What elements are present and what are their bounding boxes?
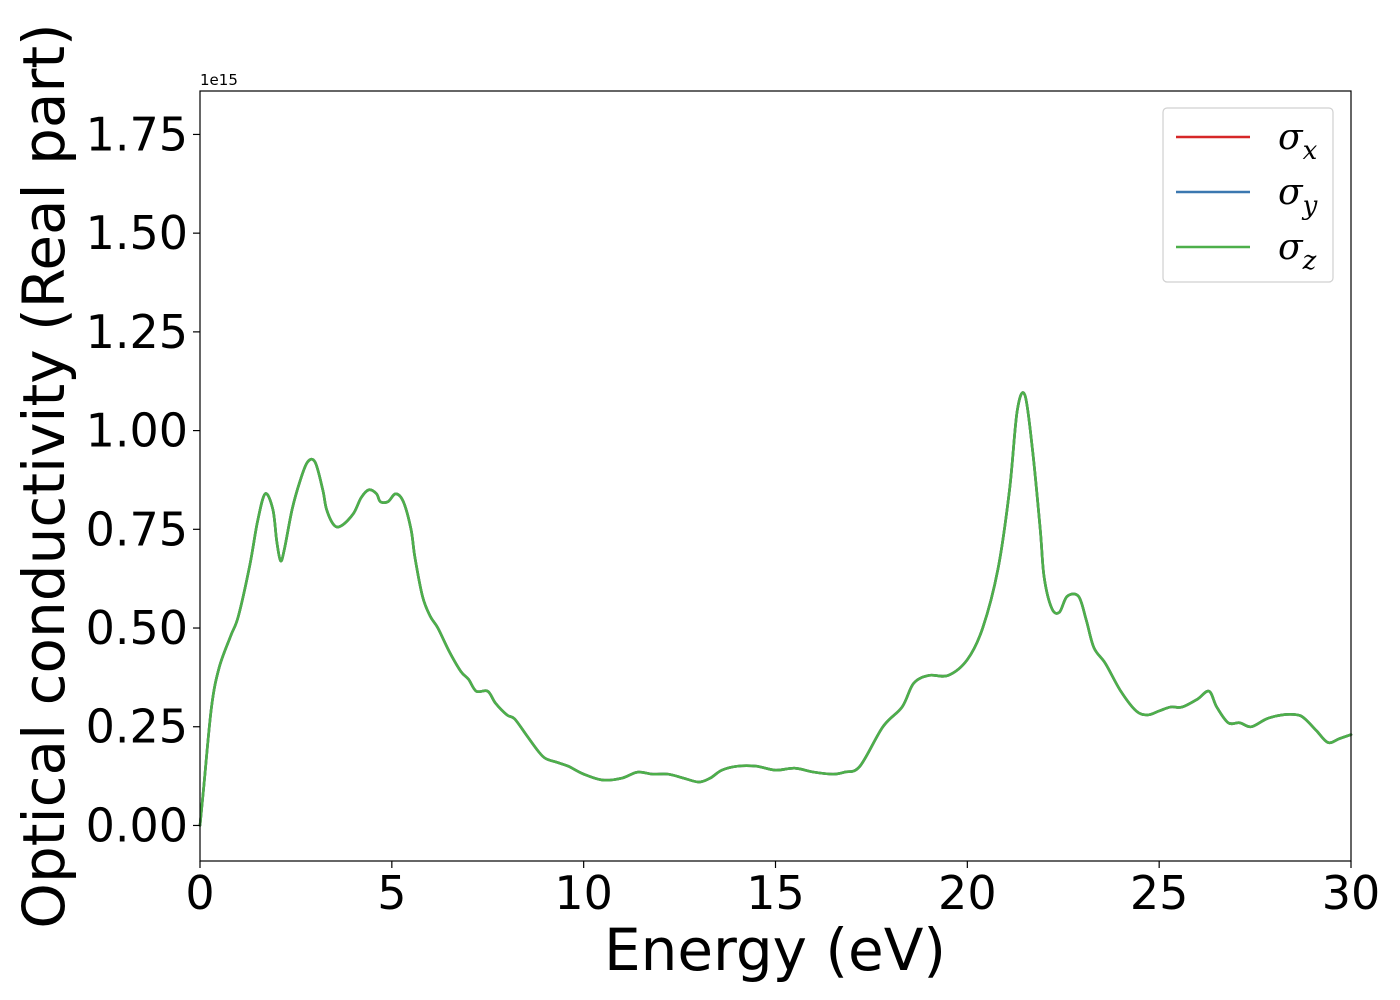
x-axis-title: Energy (eV) <box>604 916 946 984</box>
series-layer <box>198 391 1353 827</box>
plot-background <box>200 91 1351 861</box>
x-tick-label: 30 <box>1322 866 1381 920</box>
x-tick-label: 20 <box>938 866 997 920</box>
x-tick-label: 15 <box>746 866 805 920</box>
y-axis-ticks: 0.00 0.25 0.50 0.75 1.00 1.25 1.50 1.75 <box>86 107 200 852</box>
x-tick-label: 25 <box>1130 866 1189 920</box>
legend-box <box>1162 107 1334 283</box>
x-axis-ticks: 0 5 10 15 20 25 30 <box>185 861 1380 920</box>
series-line-z <box>198 391 1353 827</box>
y-tick-label: 1.75 <box>86 107 188 161</box>
y-tick-label: 1.50 <box>86 206 188 260</box>
y-tick-label: 1.25 <box>86 305 188 359</box>
x-tick-label: 10 <box>554 866 613 920</box>
y-offset-label: 1e15 <box>200 71 238 89</box>
legend-label-x: σx <box>1278 117 1318 166</box>
y-tick-label: 0.75 <box>86 502 188 556</box>
x-tick-label: 5 <box>377 866 406 920</box>
legend-entries: σx σy σz <box>1176 117 1318 276</box>
y-tick-label: 0.50 <box>86 601 188 655</box>
legend-label-z: σz <box>1278 227 1317 276</box>
x-tick-label: 0 <box>185 866 214 920</box>
legend-label-y: σy <box>1278 172 1318 221</box>
legend: σx σy σz <box>1162 107 1334 283</box>
y-tick-label: 0.00 <box>86 798 188 852</box>
y-axis-title: Optical conductivity (Real part) <box>10 23 78 928</box>
y-tick-label: 1.00 <box>86 404 188 458</box>
y-tick-label: 0.25 <box>86 700 188 754</box>
